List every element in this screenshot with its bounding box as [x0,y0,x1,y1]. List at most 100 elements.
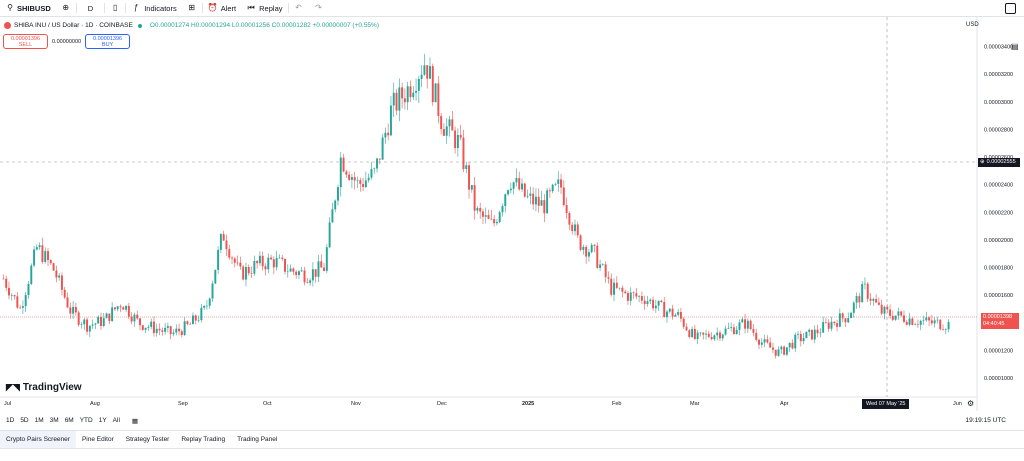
sell-button[interactable]: 0.00001396 SELL [3,34,48,49]
time-label: Apr [780,401,789,407]
range-6m[interactable]: 6M [64,417,74,424]
undo-button[interactable]: ↶ [289,0,309,17]
date-range-calendar-icon[interactable]: ▦ [131,417,139,425]
alert-button[interactable]: ⏰ Alert [203,0,241,17]
candle-body [498,212,501,223]
range-all[interactable]: All [112,417,120,424]
buy-button[interactable]: 0.00001396 BUY [85,34,131,49]
candle-body [797,333,800,335]
currency-selector[interactable]: USD [966,22,979,28]
fullscreen-icon[interactable] [1005,3,1016,14]
chart-type-button[interactable]: ▯ [105,0,125,17]
candle-body [911,318,914,325]
candle-body [403,98,406,103]
candle-body [83,319,86,325]
candle-body [783,346,786,355]
range-5d[interactable]: 5D [20,417,29,424]
candle-body [44,251,47,262]
candle-body [86,319,89,332]
candle-body [735,329,738,335]
candle-body [621,287,624,292]
grid-icon: ⊞ [188,3,196,12]
crosshair-add-icon[interactable]: ⊕ [980,159,985,165]
interval-button[interactable]: D [77,0,104,17]
tab-replay-trading[interactable]: Replay Trading [181,435,226,443]
tab-strategy-tester[interactable]: Strategy Tester [125,435,170,443]
candle-body [406,86,409,103]
tab-pine-editor[interactable]: Pine Editor [81,435,114,443]
candle-body [635,293,638,297]
indicators-label: Indicators [144,3,177,13]
symbol-search[interactable]: ⚲ SHIBUSD [0,0,56,17]
candle-body [654,305,657,309]
indicators-button[interactable]: ƒ Indicators [126,0,182,17]
candle-body [426,65,429,79]
candle-body [852,302,855,313]
replay-button[interactable]: ⏮ Replay [241,0,287,17]
candle-body [660,300,663,302]
candle-body [813,329,816,340]
redo-button[interactable]: ↷ [309,0,329,17]
candle-body [752,329,755,333]
range-1y[interactable]: 1Y [98,417,107,424]
candle-body [512,182,515,189]
candle-body [281,257,284,259]
price-tick-label: 0.00002000 [984,238,1013,244]
range-1d[interactable]: 1D [6,417,15,424]
candle-body [582,246,585,250]
candle-body [777,349,780,356]
candle-body [805,331,808,339]
candle-body [303,270,306,283]
clock[interactable]: 19:19:15 UTC [965,417,1006,424]
candle-body [493,219,496,224]
range-1m[interactable]: 1M [34,417,44,424]
candle-body [80,324,83,325]
tab-trading-panel[interactable]: Trading Panel [237,435,278,443]
settings-gear-icon[interactable]: ⚙ [967,399,975,408]
candle-body [364,180,367,188]
candle-body [325,247,328,271]
candle-body [741,319,744,323]
candle-body [596,245,599,268]
candle-body [125,305,128,310]
candle-body [534,196,537,205]
candle-body [560,179,563,188]
candle-body [348,174,351,180]
candle-body [197,320,200,321]
candle-body [889,309,892,316]
trade-buttons: 0.00001396 SELL 0.00000000 0.00001396 BU… [3,34,131,49]
candle-body [914,324,917,325]
candle-body [297,271,300,276]
range-3m[interactable]: 3M [49,417,59,424]
candle-body [863,283,866,285]
layouts-button[interactable]: ⊞ [182,0,202,17]
candle-body [811,329,813,340]
candle-body [345,171,348,175]
range-ytd[interactable]: YTD [79,417,93,424]
tradingview-logo[interactable]: ◤◥ TradingView [6,382,82,393]
candle-body [236,262,239,264]
candle-body [359,180,362,184]
candle-body [41,245,44,262]
candle-body [481,211,484,217]
candle-body [105,313,108,319]
replay-icon: ⏮ [247,3,255,12]
tab-crypto-pairs-screener[interactable]: Crypto Pairs Screener [0,430,76,449]
candle-body [152,321,155,333]
candle-body [668,308,671,312]
candle-body [217,249,220,270]
candle-body [702,332,705,335]
candle-body [317,261,320,277]
price-tick-label: 0.00001600 [984,293,1013,299]
compare-button[interactable]: ⊕ [56,0,76,17]
object-tree-icon[interactable]: ▤ [1011,42,1019,51]
candle-body [613,282,615,295]
candle-body [431,66,434,103]
candle-body [66,297,69,308]
candle-body [409,86,412,98]
candle-body [554,183,557,185]
candle-body [139,318,141,326]
candle-body [916,324,919,325]
buy-label: BUY [101,42,114,48]
